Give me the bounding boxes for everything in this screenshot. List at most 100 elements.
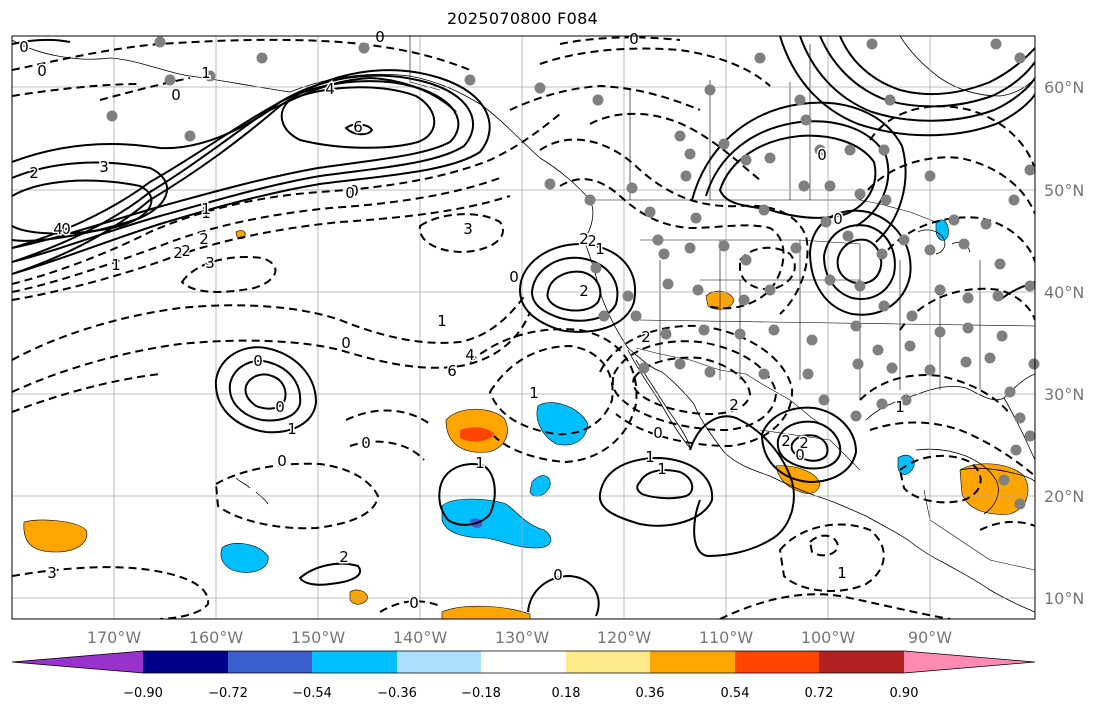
contour-value-label: 0 — [349, 182, 359, 200]
cyan-blob-hawaii — [220, 543, 269, 573]
station-dot — [534, 82, 546, 94]
contour-value-label: 0 — [361, 434, 371, 452]
station-dot — [358, 42, 370, 54]
contour-value-label: 4 — [325, 80, 335, 98]
red-blob-central — [460, 427, 494, 442]
contour-neg-belt-1 — [12, 177, 501, 293]
contour-value-label: 2 — [641, 328, 651, 346]
contour-pos-pnw-ring-1 — [518, 242, 636, 333]
contour-neg-southeast-1 — [859, 374, 1011, 415]
lon-label-140w: 140°W — [393, 628, 448, 647]
station-dot — [626, 182, 638, 194]
station-dot — [1024, 280, 1036, 292]
colorbar-segment — [143, 651, 228, 673]
lat-label-40n: 40°N — [1044, 283, 1084, 302]
lat-label-10n: 10°N — [1044, 589, 1084, 608]
station-dot — [800, 114, 812, 126]
colorbar-tick-label: 0.36 — [636, 686, 665, 701]
station-dot — [886, 362, 898, 374]
contour-pos-alaska-ring-3 — [12, 80, 460, 249]
contour-pos-central-0 — [438, 463, 496, 526]
station-dot — [876, 398, 888, 410]
station-dot — [866, 38, 878, 50]
station-dot — [906, 310, 918, 322]
contour-pos-hudson-2 — [799, 36, 1035, 122]
contour-pos-alaska-ring-1 — [12, 69, 491, 275]
contour-value-label: 0 — [509, 268, 519, 286]
station-dot — [878, 300, 890, 312]
border-states-1 — [640, 239, 861, 245]
contour-pos-nw-2 — [12, 38, 71, 45]
station-dot — [692, 284, 704, 296]
station-dot — [878, 144, 890, 156]
station-dot — [996, 330, 1008, 342]
coast-greatlakes-1 — [917, 229, 946, 255]
contour-value-label: 2 — [181, 242, 191, 260]
station-dot — [1014, 52, 1026, 64]
station-markers — [106, 36, 1040, 510]
station-dot — [740, 154, 752, 166]
contour-value-label: 1 — [475, 454, 485, 472]
station-dot — [690, 212, 702, 224]
contour-neg-east-ring-4 — [899, 287, 1035, 331]
station-dot — [1004, 386, 1016, 398]
station-dot — [256, 52, 268, 64]
station-dot — [704, 366, 716, 378]
station-dot — [592, 94, 604, 106]
station-dot — [1028, 358, 1040, 370]
contour-neg-baja-1 — [599, 324, 794, 448]
station-dot — [818, 394, 830, 406]
colorbar-tick-label: 0.54 — [721, 686, 750, 701]
contour-value-label: 0 — [795, 446, 805, 464]
colorbar-segment — [12, 651, 143, 673]
colorbar-outline — [11, 650, 1036, 674]
station-dot — [154, 36, 166, 48]
colorbar-tick-labels: −0.90 −0.72 −0.54 −0.36 −0.18 0.18 0.36 … — [123, 686, 918, 701]
contour-neg-nw-can-2 — [539, 47, 771, 87]
contour-value-label: 0 — [61, 220, 71, 238]
contour-neg-pacific-0b — [12, 373, 161, 413]
station-dot — [872, 344, 884, 356]
cyan-blob-central-east — [536, 402, 589, 446]
contour-pos-alaska-ring-2 — [12, 74, 474, 263]
contour-value-label: 0 — [833, 210, 843, 228]
station-dot — [850, 320, 862, 332]
station-dot — [680, 170, 692, 182]
contour-value-label: 4 — [53, 220, 63, 238]
station-dot — [934, 326, 946, 338]
station-dot — [662, 278, 674, 290]
station-dot — [1014, 498, 1026, 510]
station-dot — [740, 254, 752, 266]
contour-pos-hawaiihigh-ring-1 — [214, 346, 318, 434]
contour-value-label: 6 — [353, 118, 363, 136]
contour-neg-belt-2 — [12, 195, 511, 301]
contour-neg-rockies-outer — [539, 138, 809, 315]
station-dot — [880, 194, 892, 206]
colorbar-tick-label: −0.90 — [123, 686, 163, 701]
station-dot — [948, 214, 960, 226]
lat-label-30n: 30°N — [1044, 385, 1084, 404]
contour-neg-southeast-0 — [869, 421, 1035, 477]
colorbar-tick-label: 0.18 — [552, 686, 581, 701]
contour-neg-nw-can-3 — [559, 36, 681, 45]
station-dot — [960, 356, 972, 368]
station-dot — [1024, 430, 1036, 442]
contour-neg-belt-0 — [12, 113, 561, 285]
contour-neg-north-0 — [99, 77, 191, 101]
station-dot — [990, 38, 1002, 50]
contour-value-label: 1 — [287, 420, 297, 438]
coast-florida — [1003, 397, 1035, 461]
station-dot — [204, 70, 216, 82]
station-dot — [962, 292, 974, 304]
contour-value-label: 1 — [437, 312, 447, 330]
station-dot — [984, 352, 996, 364]
latitude-labels: 60°N 50°N 40°N 30°N 20°N 10°N — [1044, 78, 1084, 608]
border-us-canada — [590, 199, 937, 223]
colorbar-segment — [228, 651, 312, 673]
station-dot — [934, 284, 946, 296]
contour-value-label: 1 — [111, 256, 121, 274]
contour-neg-pacific-1 — [12, 293, 527, 361]
station-dot — [684, 242, 696, 254]
station-dot — [904, 340, 916, 352]
station-dot — [674, 130, 686, 142]
